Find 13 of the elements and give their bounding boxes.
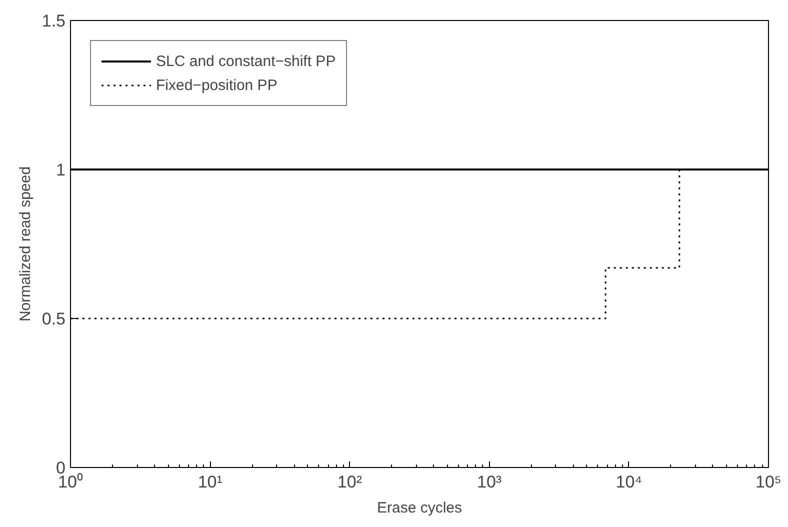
x-tick-label: 10¹ (198, 472, 223, 492)
x-axis-title: Erase cycles (376, 500, 462, 516)
y-tick-label: 1.5 (42, 12, 66, 30)
y-tick-label: 0.5 (42, 310, 66, 328)
y-axis-title: Normalized read speed (16, 166, 34, 322)
x-tick-label: 10² (337, 472, 362, 492)
legend-label: Fixed−position PP (156, 76, 278, 94)
x-tick-label: 10³ (477, 472, 502, 492)
x-tick-label: 10⁴ (616, 472, 642, 492)
x-tick-label: 10⁵ (756, 472, 782, 492)
y-tick-label: 1 (56, 160, 66, 180)
legend-label: SLC and constant−shift PP (156, 52, 336, 70)
x-tick-label: 10⁰ (58, 472, 83, 492)
